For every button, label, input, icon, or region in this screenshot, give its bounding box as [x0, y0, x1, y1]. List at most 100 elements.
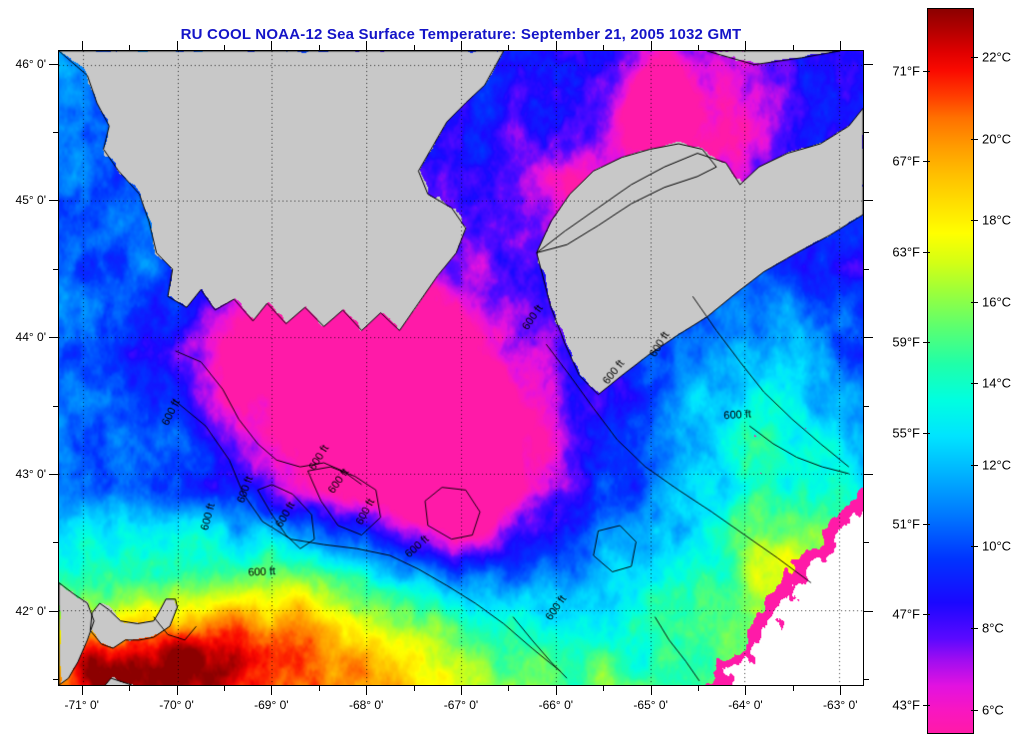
x-tick-top--64 — [745, 41, 747, 50]
x-tick-top--70 — [176, 41, 178, 50]
colorbar-c-tick-6 — [971, 546, 978, 548]
colorbar-f-label-1: 67°F — [892, 153, 920, 169]
x-tick--64.5 — [698, 686, 700, 691]
colorbar-c-label-6: 10°C — [982, 538, 1012, 554]
x-axis-label-3: -68° 0' — [348, 698, 384, 712]
x-tick--68 — [366, 686, 368, 695]
y-tick-right-44.5 — [864, 268, 869, 270]
colorbar-c-label-8: 6°C — [982, 702, 1004, 718]
x-tick--66.5 — [508, 686, 510, 691]
x-axis-label-7: -64° 0' — [728, 698, 763, 712]
x-tick-top--68 — [366, 41, 368, 50]
x-tick--70 — [176, 686, 178, 695]
y-tick-right-44 — [864, 337, 873, 339]
y-tick-45 — [49, 200, 58, 202]
colorbar-c-label-4: 14°C — [982, 375, 1012, 391]
x-tick-top--65 — [650, 41, 652, 50]
colorbar-f-label-2: 63°F — [892, 244, 920, 260]
y-tick-45.5 — [53, 132, 58, 134]
colorbar — [927, 8, 974, 734]
colorbar-f-label-7: 43°F — [892, 697, 920, 713]
colorbar-f-tick-2 — [923, 251, 930, 253]
colorbar-c-tick-1 — [971, 138, 978, 140]
x-tick-top--66.5 — [508, 45, 510, 50]
y-tick-right-45.5 — [864, 132, 869, 134]
x-axis-label-6: -65° 0' — [633, 698, 668, 712]
colorbar-c-label-0: 22°C — [982, 49, 1012, 65]
colorbar-c-tick-5 — [971, 464, 978, 466]
x-tick-top--67.5 — [413, 45, 415, 50]
y-axis-label-1: 45° 0' — [15, 193, 46, 208]
colorbar-f-tick-4 — [923, 433, 930, 435]
x-tick--71 — [81, 686, 83, 695]
y-tick-right-43.5 — [864, 405, 869, 407]
x-tick--65.5 — [603, 686, 605, 691]
colorbar-c-tick-4 — [971, 383, 978, 385]
y-tick-41.5 — [53, 679, 58, 681]
x-tick-top--71 — [81, 41, 83, 50]
x-tick-top--65.5 — [603, 45, 605, 50]
colorbar-c-label-3: 16°C — [982, 294, 1012, 310]
colorbar-f-label-0: 71°F — [892, 63, 920, 79]
y-tick-right-43 — [864, 474, 873, 475]
x-tick--67.5 — [413, 686, 415, 691]
colorbar-f-label-4: 55°F — [892, 425, 920, 441]
colorbar-c-tick-8 — [971, 709, 978, 711]
y-axis-label-4: 42° 0' — [15, 603, 46, 618]
x-tick--63 — [840, 686, 842, 695]
colorbar-f-tick-5 — [923, 523, 930, 525]
y-tick-43.5 — [53, 405, 58, 407]
y-tick-right-42.5 — [864, 542, 869, 544]
x-tick--63.5 — [792, 686, 794, 691]
y-tick-42 — [49, 610, 58, 612]
x-tick--68.5 — [318, 686, 320, 691]
y-tick-right-41.5 — [864, 679, 869, 681]
y-tick-right-46 — [864, 63, 873, 65]
x-axis-label-0: -71° 0' — [64, 698, 99, 712]
x-axis-label-8: -63° 0' — [823, 698, 858, 712]
x-tick--64 — [745, 686, 747, 695]
y-axis-label-2: 44° 0' — [15, 330, 46, 345]
y-axis-label-3: 43° 0' — [15, 467, 46, 481]
x-tick--70.5 — [129, 686, 131, 691]
x-tick--69 — [271, 686, 273, 695]
colorbar-c-label-7: 8°C — [982, 620, 1004, 636]
x-axis-label-1: -70° 0' — [159, 698, 194, 712]
y-tick-right-45 — [864, 200, 873, 202]
colorbar-c-tick-0 — [971, 56, 978, 58]
x-tick--66 — [555, 686, 557, 695]
y-tick-42.5 — [53, 542, 58, 544]
x-axis-label-5: -66° 0' — [538, 698, 574, 712]
x-tick-top--63 — [840, 41, 842, 50]
sst-map-plot[interactable] — [58, 50, 864, 686]
colorbar-f-tick-0 — [923, 70, 930, 72]
colorbar-c-label-5: 12°C — [982, 457, 1012, 473]
y-tick-43 — [49, 474, 58, 475]
x-axis-label-4: -67° 0' — [443, 698, 479, 712]
x-tick--69.5 — [223, 686, 225, 691]
x-tick-top--70.5 — [129, 45, 131, 50]
colorbar-c-tick-2 — [971, 220, 978, 222]
colorbar-f-tick-6 — [923, 614, 930, 616]
colorbar-f-label-3: 59°F — [892, 334, 920, 350]
sst-raster — [59, 51, 863, 685]
x-tick-top--63.5 — [792, 45, 794, 50]
page-title: RU COOL NOAA-12 Sea Surface Temperature:… — [180, 26, 742, 43]
colorbar-f-label-6: 47°F — [892, 606, 920, 622]
colorbar-f-tick-1 — [923, 161, 930, 163]
y-tick-46 — [49, 63, 58, 65]
x-tick-top--67 — [461, 41, 462, 50]
x-tick-top--68.5 — [318, 45, 320, 50]
x-tick--67 — [461, 686, 462, 695]
colorbar-f-tick-3 — [923, 342, 930, 344]
y-tick-44 — [49, 337, 58, 339]
colorbar-c-label-1: 20°C — [982, 131, 1012, 147]
colorbar-f-label-5: 51°F — [892, 516, 920, 532]
y-tick-44.5 — [53, 268, 58, 270]
colorbar-c-tick-3 — [971, 301, 978, 303]
x-tick--65 — [650, 686, 652, 695]
y-tick-right-42 — [864, 610, 873, 612]
colorbar-c-tick-7 — [971, 627, 978, 629]
x-axis-label-2: -69° 0' — [254, 698, 289, 712]
colorbar-c-label-2: 18°C — [982, 212, 1012, 228]
